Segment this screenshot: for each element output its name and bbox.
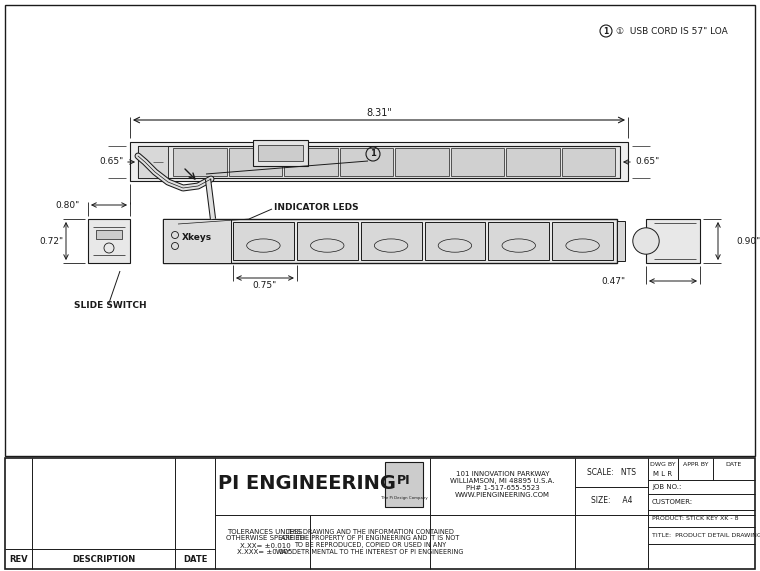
Text: 101 INNOVATION PARKWAY
WILLIAMSON, MI 48895 U.S.A.
PH# 1-517-655-5523
WWW.PIENGI: 101 INNOVATION PARKWAY WILLIAMSON, MI 48… — [450, 471, 555, 498]
Bar — [451, 148, 504, 176]
Bar — [130, 142, 628, 181]
Bar — [173, 148, 226, 176]
Text: ①  USB CORD IS 57" LOA: ① USB CORD IS 57" LOA — [616, 26, 728, 35]
Bar — [138, 146, 168, 178]
Text: 0.72": 0.72" — [39, 236, 63, 246]
Text: Xkeys: Xkeys — [182, 232, 212, 242]
Bar — [340, 148, 393, 176]
Text: 1: 1 — [370, 150, 376, 159]
Text: CUSTOMER:: CUSTOMER: — [652, 499, 693, 505]
Text: 8.31": 8.31" — [366, 108, 392, 118]
Bar — [284, 148, 337, 176]
Bar — [297, 222, 358, 260]
Text: SLIDE SWITCH: SLIDE SWITCH — [74, 301, 147, 311]
Text: DATE: DATE — [183, 554, 207, 564]
Text: SIZE:     A4: SIZE: A4 — [591, 496, 632, 505]
Text: DESCRIPTION: DESCRIPTION — [72, 554, 135, 564]
Text: 0.65": 0.65" — [100, 158, 124, 167]
Text: THIS DRAWING AND THE INFORMATION CONTAINED
ARE THE PROPERTY OF PI ENGINEERING AN: THIS DRAWING AND THE INFORMATION CONTAIN… — [277, 529, 464, 556]
Bar — [395, 148, 448, 176]
Text: PRODUCT: STICK KEY XK - 8: PRODUCT: STICK KEY XK - 8 — [652, 516, 739, 521]
Bar — [617, 221, 625, 261]
Bar — [5, 458, 755, 569]
Bar — [562, 148, 615, 176]
Bar — [88, 219, 130, 263]
Text: 1: 1 — [603, 26, 609, 35]
Bar — [506, 148, 559, 176]
Text: DATE: DATE — [726, 463, 742, 468]
Bar — [138, 146, 620, 178]
Bar — [229, 148, 282, 176]
Text: REV: REV — [9, 554, 28, 564]
Circle shape — [633, 228, 659, 254]
Text: TITLE:  PRODUCT DETAIL DRAWING: TITLE: PRODUCT DETAIL DRAWING — [652, 533, 760, 538]
Bar — [258, 145, 303, 161]
Text: JOB NO.:: JOB NO.: — [652, 484, 682, 490]
Text: The Pi Design Company: The Pi Design Company — [381, 496, 427, 500]
Bar — [253, 140, 308, 166]
Text: PI: PI — [397, 473, 411, 486]
Bar — [233, 222, 294, 260]
Bar — [163, 219, 617, 263]
Text: 0.90": 0.90" — [736, 236, 760, 246]
Bar — [5, 5, 755, 456]
Bar — [489, 222, 549, 260]
Text: TOLERANCES UNLESS
OTHERWISE SPECIFIED
X.XX= ±0.010
X.XXX= ±0.005: TOLERANCES UNLESS OTHERWISE SPECIFIED X.… — [226, 529, 305, 556]
Bar — [361, 222, 422, 260]
Bar — [425, 222, 486, 260]
Bar — [646, 219, 700, 263]
Text: INDICATOR LEDS: INDICATOR LEDS — [274, 203, 359, 211]
Text: SCALE:   NTS: SCALE: NTS — [587, 468, 636, 477]
Text: 0.47": 0.47" — [602, 276, 626, 286]
Bar — [385, 462, 423, 507]
Text: APPR BY: APPR BY — [682, 463, 708, 468]
Bar — [96, 230, 122, 239]
Bar — [163, 219, 231, 263]
Text: DWG BY: DWG BY — [651, 463, 676, 468]
Text: M L R: M L R — [654, 471, 673, 477]
Text: 0.75": 0.75" — [253, 280, 277, 289]
Text: PI ENGINEERING: PI ENGINEERING — [219, 474, 397, 493]
Text: 0.65": 0.65" — [636, 158, 660, 167]
Bar — [553, 222, 613, 260]
Text: 0.80": 0.80" — [56, 200, 80, 210]
